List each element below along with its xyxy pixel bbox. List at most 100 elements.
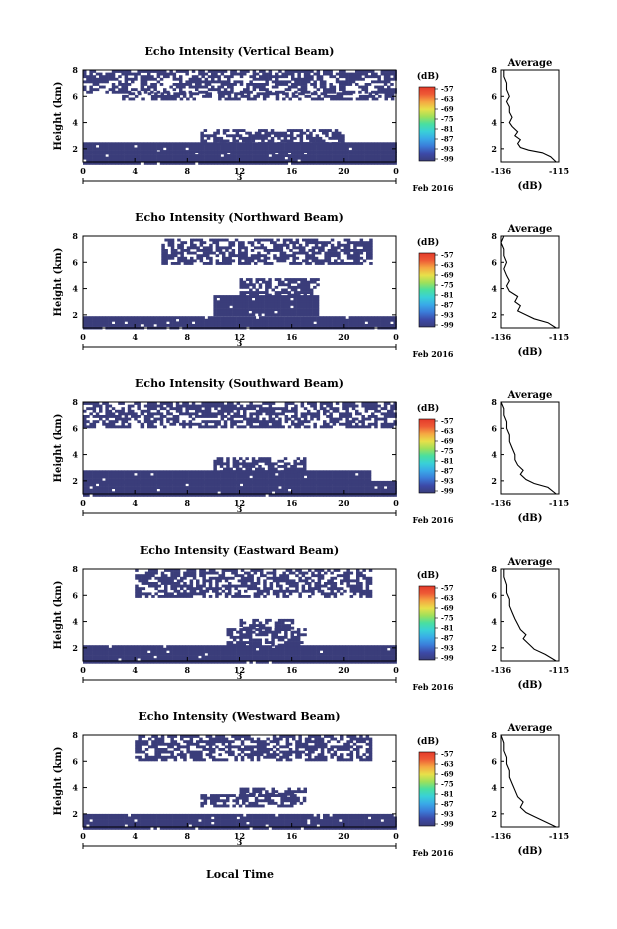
echo-cell [281,291,285,294]
echo-cell [245,283,250,287]
echo-cell [83,425,87,429]
echo-cell [166,97,171,101]
echo-cell [299,462,304,466]
echo-cell [277,142,281,145]
echo-cell [387,92,392,96]
echo-cell [137,316,141,320]
echo-cell [124,159,129,163]
echo-cell [343,249,348,252]
echo-cell [303,488,308,492]
echo-cell [274,313,278,317]
echo-cell [99,85,103,89]
echo-cell [358,478,362,481]
echo-cell [348,425,353,429]
echo-cell [332,488,337,492]
echo-cell [281,90,285,94]
echo-cell [244,246,248,250]
echo-cell [99,472,103,476]
x-tick-label: 20 [338,498,350,508]
echo-cell [99,488,103,492]
echo-cell [274,131,278,135]
echo-cell [217,85,221,89]
echo-cell [299,470,304,474]
echo-cell [222,259,226,263]
echo-cell [255,493,260,497]
echo-cell [238,246,242,250]
echo-cell [175,70,180,73]
echo-cell [307,472,311,476]
echo-cell [290,470,294,474]
echo-cell [348,483,353,487]
echo-cell [223,420,228,424]
echo-cell [335,486,340,489]
echo-cell [137,72,141,76]
echo-cell [229,295,233,298]
echo-cell [339,83,343,86]
echo-cell [95,156,100,160]
echo-cell [313,425,317,429]
echo-cell [267,313,272,317]
echo-cell [188,316,193,320]
echo-cell [153,402,157,405]
echo-cell [86,402,90,405]
echo-cell [310,142,314,146]
echo-cell [355,478,359,481]
echo-cell [95,486,100,489]
echo-cell [335,470,340,474]
echo-cell [355,97,360,101]
echo-cell [334,134,339,138]
echo-cell [237,92,241,96]
echo-cell [268,159,273,163]
echo-cell [322,139,326,143]
echo-cell [108,318,113,322]
echo-cell [349,97,353,101]
colorbar-unit: (dB) [417,71,439,82]
echo-cell [223,316,228,320]
echo-cell [387,150,391,153]
echo-cell [124,77,129,81]
echo-cell [279,246,284,250]
colorbar-tick-label: -63 [441,427,454,436]
echo-cell [264,302,269,306]
echo-cell [182,150,186,153]
echo-cell [198,154,202,157]
echo-cell [361,77,365,81]
echo-cell [188,77,193,81]
echo-cell [315,295,320,298]
echo-cell [367,475,372,479]
echo-cell [274,278,279,281]
echo-cell [293,462,297,466]
echo-cell [329,150,333,153]
echo-cell [217,409,221,413]
echo-cell [329,493,333,497]
echo-cell [185,409,189,413]
echo-cell [281,72,285,76]
echo-cell [230,493,234,497]
echo-cell [271,156,276,160]
echo-cell [287,324,292,327]
echo-cell [364,144,369,148]
echo-cell [367,483,372,487]
echo-cell [268,493,273,497]
echo-cell [329,321,333,325]
echo-cell [393,318,397,322]
echo-cell [92,156,97,160]
echo-cell [227,475,231,479]
echo-cell [311,256,316,260]
echo-cell [261,278,266,281]
colorbar-tick-label: -81 [441,457,454,466]
echo-cell [185,72,189,76]
echo-cell [169,161,173,165]
echo-cell [99,493,103,497]
echo-cell [307,475,311,479]
echo-cell [274,134,278,138]
echo-cell [297,318,301,322]
echo-cell [111,156,116,160]
echo-cell [275,425,279,429]
echo-cell [127,486,132,489]
echo-cell [268,156,273,160]
echo-cell [374,420,378,424]
echo-cell [207,156,212,160]
echo-cell [185,407,189,411]
echo-cell [147,491,151,495]
